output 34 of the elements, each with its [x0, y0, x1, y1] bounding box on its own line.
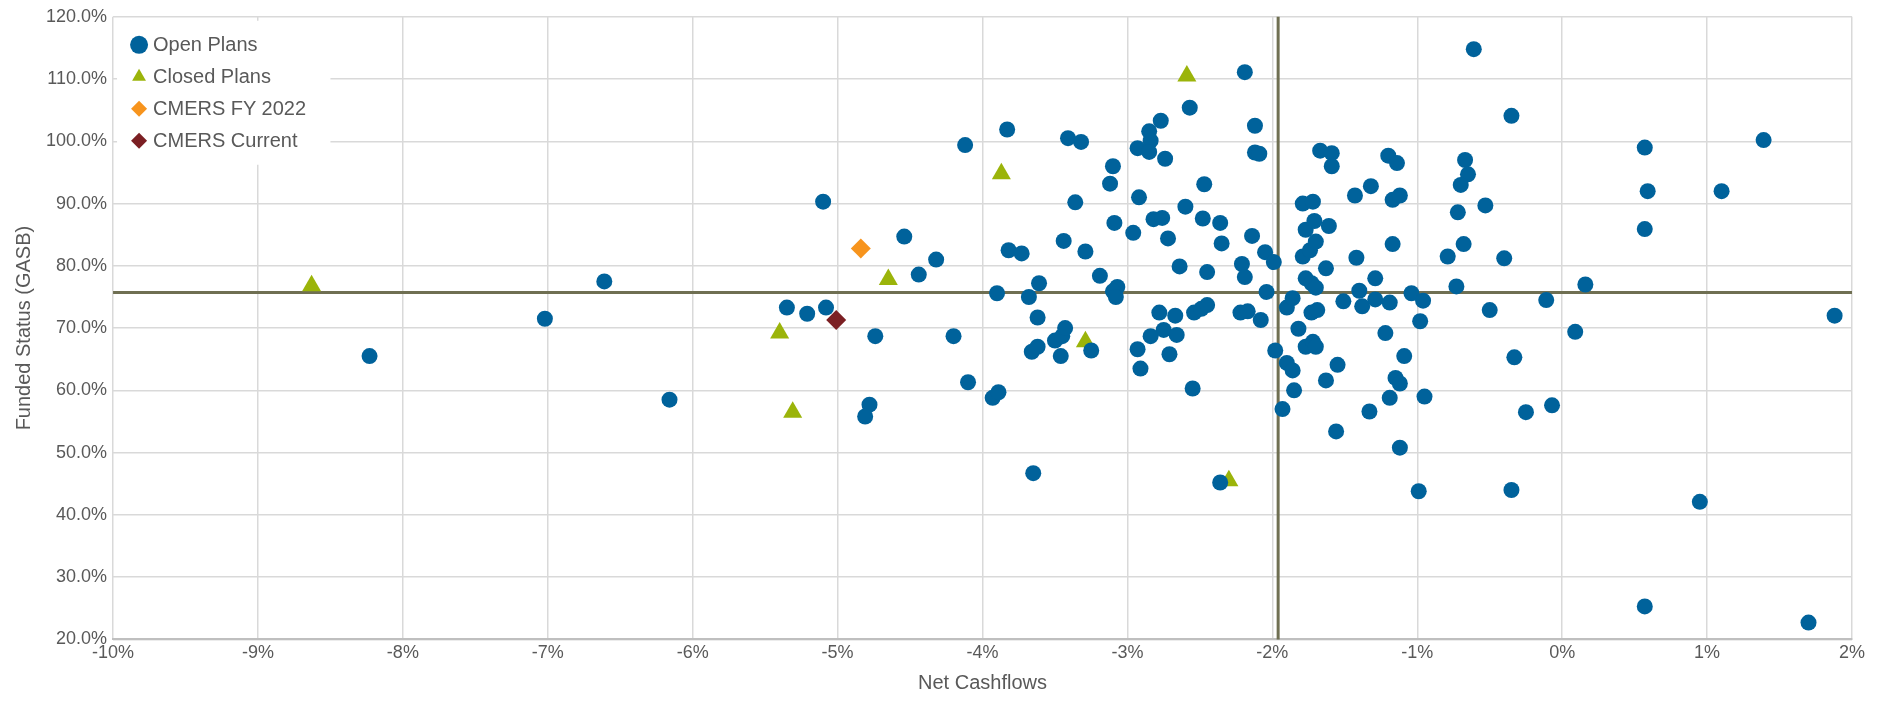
y-tick-label: 100.0%	[45, 130, 108, 151]
y-axis-title: Funded Status (GASB)	[11, 225, 34, 431]
x-tick-label: -9%	[241, 642, 274, 663]
y-tick-label: 120.0%	[45, 5, 108, 26]
x-tick-label: -4%	[966, 642, 999, 663]
legend-label: Open Plans	[153, 33, 258, 56]
y-tick-label: 110.0%	[47, 68, 108, 89]
x-tick-label: 0%	[1549, 642, 1576, 663]
point	[302, 274, 322, 292]
y-tick-label: 40.0%	[56, 503, 108, 524]
y-tick-label: 30.0%	[56, 566, 108, 587]
point	[1177, 64, 1197, 82]
y-tick-label: 60.0%	[56, 379, 108, 400]
x-tick-label: -3%	[1111, 642, 1144, 663]
x-tick-label: -7%	[531, 642, 564, 663]
x-tick-label: -1%	[1401, 642, 1434, 663]
y-tick-label: 50.0%	[56, 441, 108, 462]
x-tick-label: -5%	[821, 642, 854, 663]
x-axis-title: Net Cashflows	[918, 670, 1047, 693]
point	[783, 401, 803, 418]
point	[770, 322, 790, 339]
x-tick-label: -2%	[1256, 642, 1289, 663]
legend-label: Closed Plans	[153, 65, 271, 88]
x-tick-label: -8%	[386, 642, 419, 663]
y-tick-label: 80.0%	[56, 254, 108, 275]
y-tick-label: 70.0%	[56, 317, 108, 338]
legend-label: CMERS Current	[153, 129, 298, 152]
point	[878, 268, 898, 286]
point	[991, 162, 1011, 180]
legend-label: CMERS FY 2022	[153, 97, 307, 120]
y-tick-label: 90.0%	[56, 192, 108, 213]
x-tick-label: -6%	[676, 642, 709, 663]
x-tick-label: 2%	[1838, 642, 1866, 663]
x-tick-label: 1%	[1694, 642, 1721, 663]
